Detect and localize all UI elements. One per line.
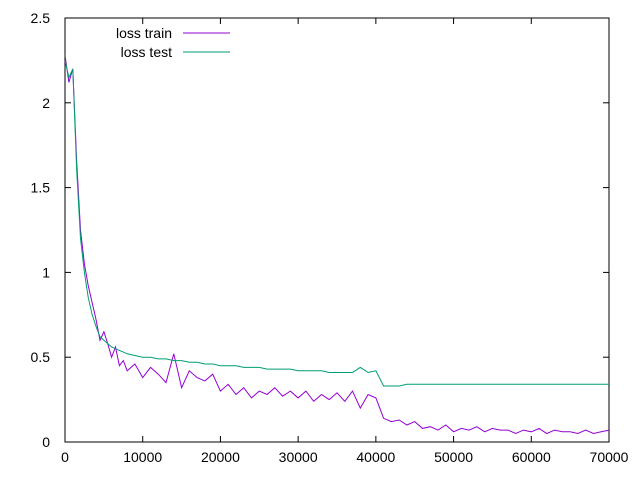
series-line-loss-train bbox=[65, 55, 609, 435]
x-tick-label: 70000 bbox=[590, 449, 629, 465]
x-axis: 0 10000 20000 30000 40000 50000 60000 70000 bbox=[61, 18, 629, 465]
series-line-loss-test bbox=[65, 60, 609, 387]
y-tick-label: 0 bbox=[42, 434, 50, 450]
x-tick-label: 60000 bbox=[512, 449, 551, 465]
x-tick-label: 10000 bbox=[123, 449, 162, 465]
y-tick-label: 2 bbox=[42, 95, 50, 111]
x-tick-label: 30000 bbox=[279, 449, 318, 465]
x-tick-label: 0 bbox=[61, 449, 69, 465]
y-tick-label: 1.5 bbox=[31, 180, 51, 196]
legend-label: loss train bbox=[116, 25, 172, 41]
plot-frame bbox=[64, 17, 610, 443]
series-layer bbox=[65, 55, 609, 435]
legend: loss train loss test bbox=[116, 25, 230, 60]
x-tick-label: 50000 bbox=[434, 449, 473, 465]
y-axis: 0 0.5 1 1.5 2 2.5 bbox=[31, 10, 609, 450]
x-tick-label: 40000 bbox=[356, 449, 395, 465]
legend-label: loss test bbox=[121, 44, 172, 60]
y-tick-label: 0.5 bbox=[31, 349, 51, 365]
x-tick-label: 20000 bbox=[201, 449, 240, 465]
y-tick-label: 2.5 bbox=[31, 10, 51, 26]
y-tick-label: 1 bbox=[42, 264, 50, 280]
